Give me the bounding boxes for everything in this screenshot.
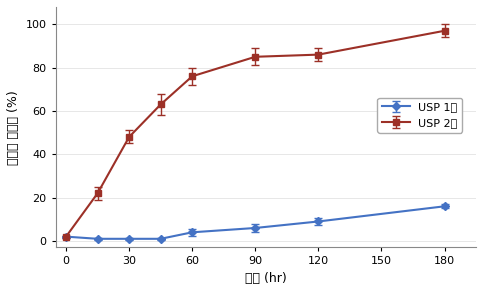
Legend: USP 1액, USP 2액: USP 1액, USP 2액 (377, 98, 462, 133)
Y-axis label: 약물의 방출량 (%): 약물의 방출량 (%) (7, 90, 20, 165)
X-axis label: 시간 (hr): 시간 (hr) (245, 272, 287, 285)
